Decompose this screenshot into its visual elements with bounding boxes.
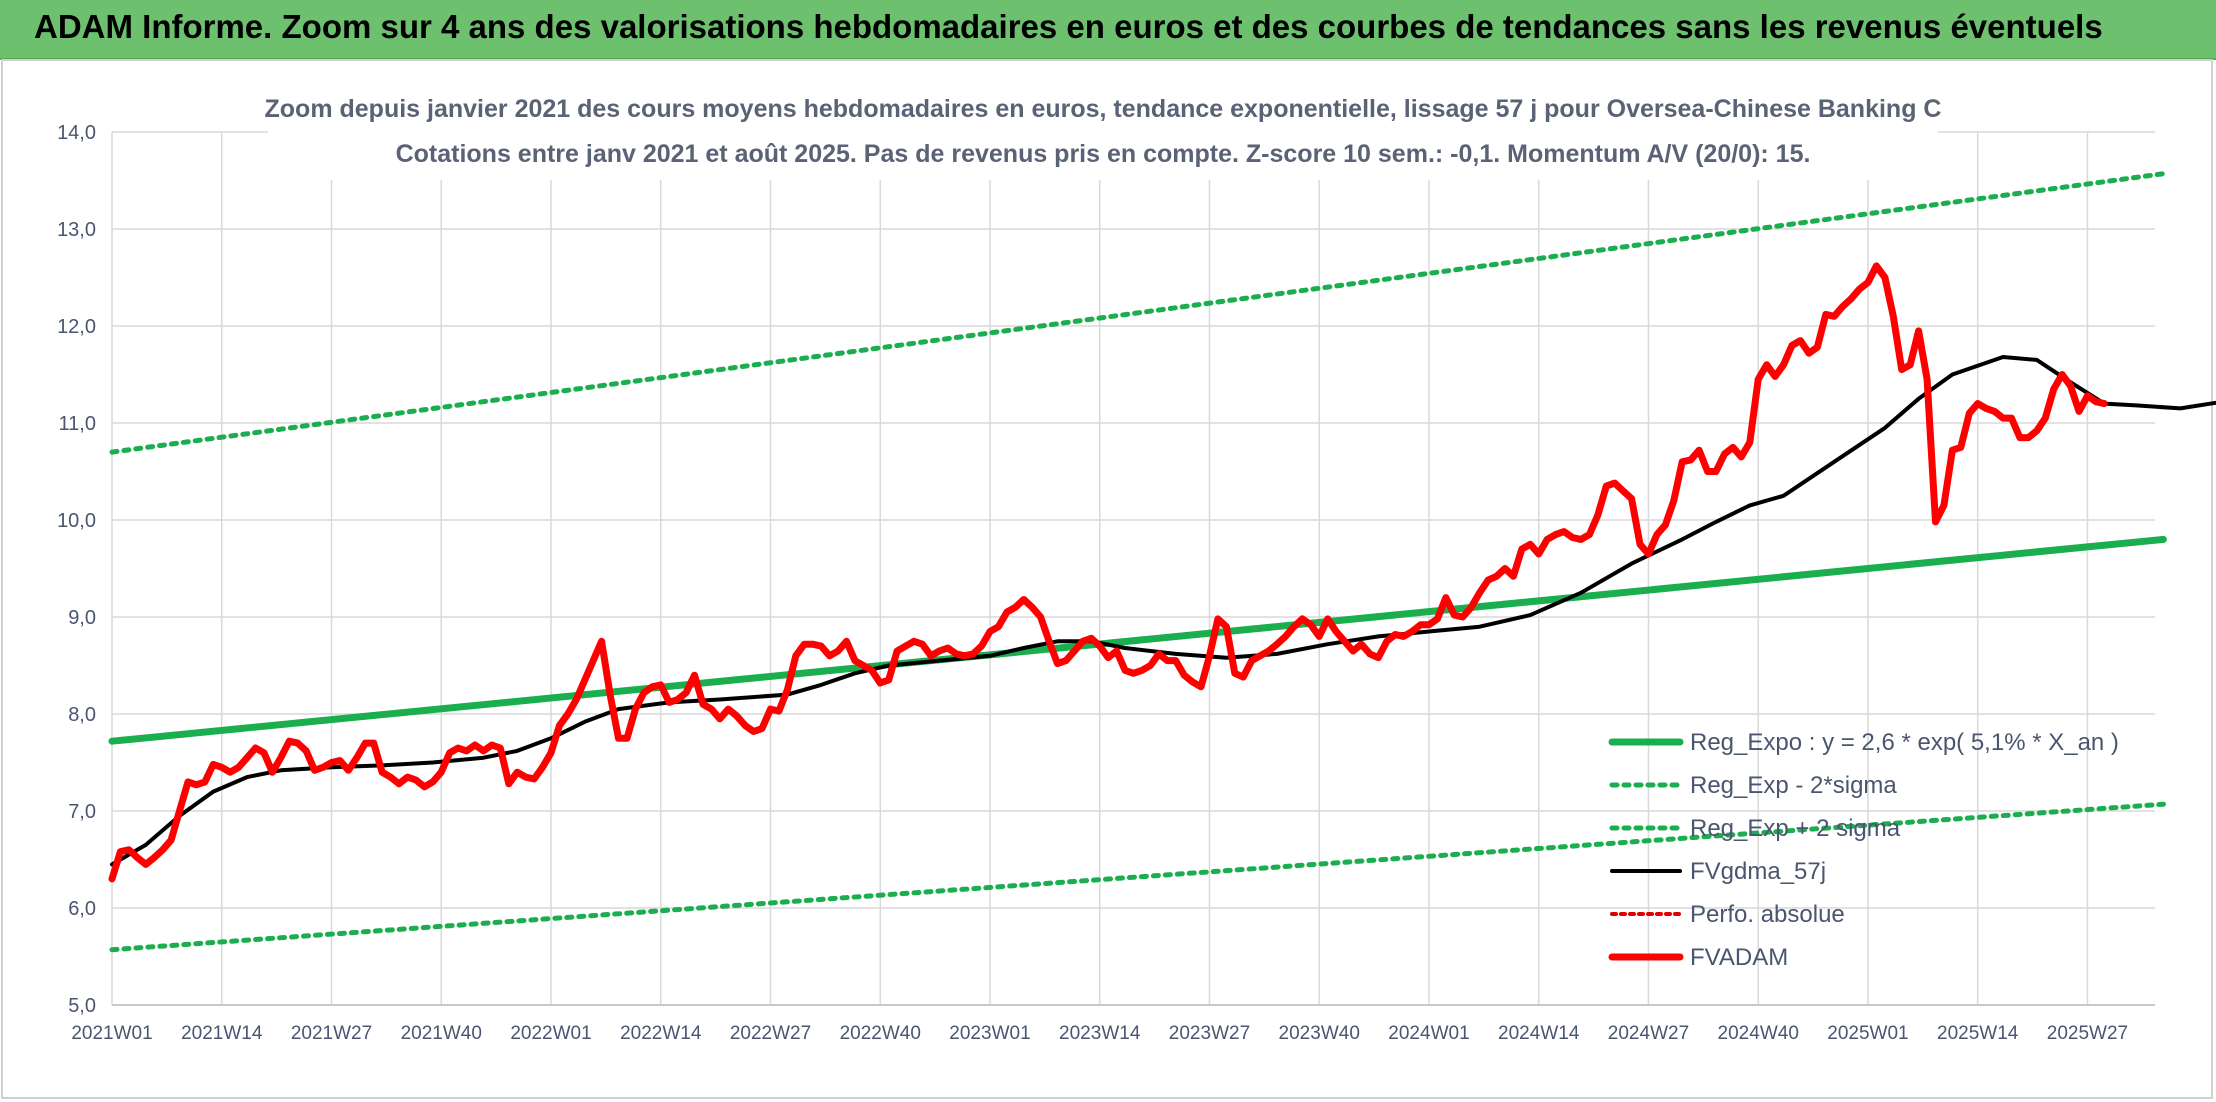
y-tick-label: 8,0 [68, 704, 96, 726]
x-tick-label: 2023W40 [1279, 1023, 1360, 1044]
y-tick-label: 7,0 [68, 801, 96, 823]
header-bar: ADAM Informe. Zoom sur 4 ans des valoris… [0, 0, 2216, 60]
x-tick-label: 2024W27 [1608, 1023, 1689, 1044]
y-tick-label: 6,0 [68, 898, 96, 920]
y-tick-label: 12,0 [57, 316, 96, 338]
x-tick-label: 2022W40 [840, 1023, 921, 1044]
x-tick-label: 2023W27 [1169, 1023, 1250, 1044]
series-line-2 [109, 171, 2166, 455]
x-tick-label: 2022W27 [730, 1023, 811, 1044]
header-title: ADAM Informe. Zoom sur 4 ans des valoris… [34, 8, 2103, 45]
x-tick-label: 2022W01 [510, 1023, 591, 1044]
y-tick-label: 14,0 [57, 122, 96, 144]
series-line-3 [110, 355, 2216, 867]
x-tick-label: 2021W40 [401, 1023, 482, 1044]
y-tick-label: 10,0 [57, 510, 96, 532]
series-layer [108, 171, 2216, 953]
x-tick-label: 2024W01 [1388, 1023, 1469, 1044]
legend-label: FVADAM [1690, 944, 1788, 971]
x-tick-label: 2023W01 [949, 1023, 1030, 1044]
y-tick-label: 9,0 [68, 607, 96, 629]
x-tick-label: 2022W14 [620, 1023, 702, 1044]
y-tick-label: 5,0 [68, 995, 96, 1017]
x-tick-label: 2021W27 [291, 1023, 372, 1044]
x-tick-label: 2024W14 [1498, 1023, 1580, 1044]
title-backdrop [268, 84, 1938, 180]
x-tick-label: 2021W14 [181, 1023, 263, 1044]
legend-label: FVgdma_57j [1690, 858, 1826, 885]
x-tick-label: 2021W01 [71, 1023, 152, 1044]
axes: 5,0 6,0 7,0 8,0 9,0 10,0 11,0 12,0 13,0 14,0 2021W… [57, 122, 2155, 1044]
y-tick-label: 13,0 [57, 219, 96, 241]
chart-title: Zoom depuis janvier 2021 des cours moyen… [265, 95, 1942, 123]
legend: Reg_Expo : y = 2,6 * exp( 5,1% * X_an ) R… [1608, 729, 2119, 971]
legend-label: Reg_Exp + 2 sigma [1690, 815, 1901, 842]
x-tick-label: 2025W01 [1827, 1023, 1908, 1044]
series-line-1 [109, 801, 2166, 953]
legend-label: Reg_Exp - 2*sigma [1690, 772, 1897, 799]
chart-subtitle: Cotations entre janv 2021 et août 2025. … [396, 140, 1811, 168]
y-tick-label: 11,0 [59, 413, 96, 435]
legend-label: Perfo. absolue [1690, 901, 1845, 928]
x-tick-label: 2025W14 [1937, 1023, 2019, 1044]
legend-label: Reg_Expo : y = 2,6 * exp( 5,1% * X_an ) [1690, 729, 2119, 756]
grid [111, 131, 2155, 1006]
chart-frame [1, 59, 2213, 1099]
x-tick-label: 2024W40 [1718, 1023, 1799, 1044]
series-line-0 [108, 535, 2167, 745]
x-tick-label: 2023W14 [1059, 1023, 1141, 1044]
x-tick-label: 2025W27 [2047, 1023, 2128, 1044]
series-line-5 [108, 262, 2108, 883]
